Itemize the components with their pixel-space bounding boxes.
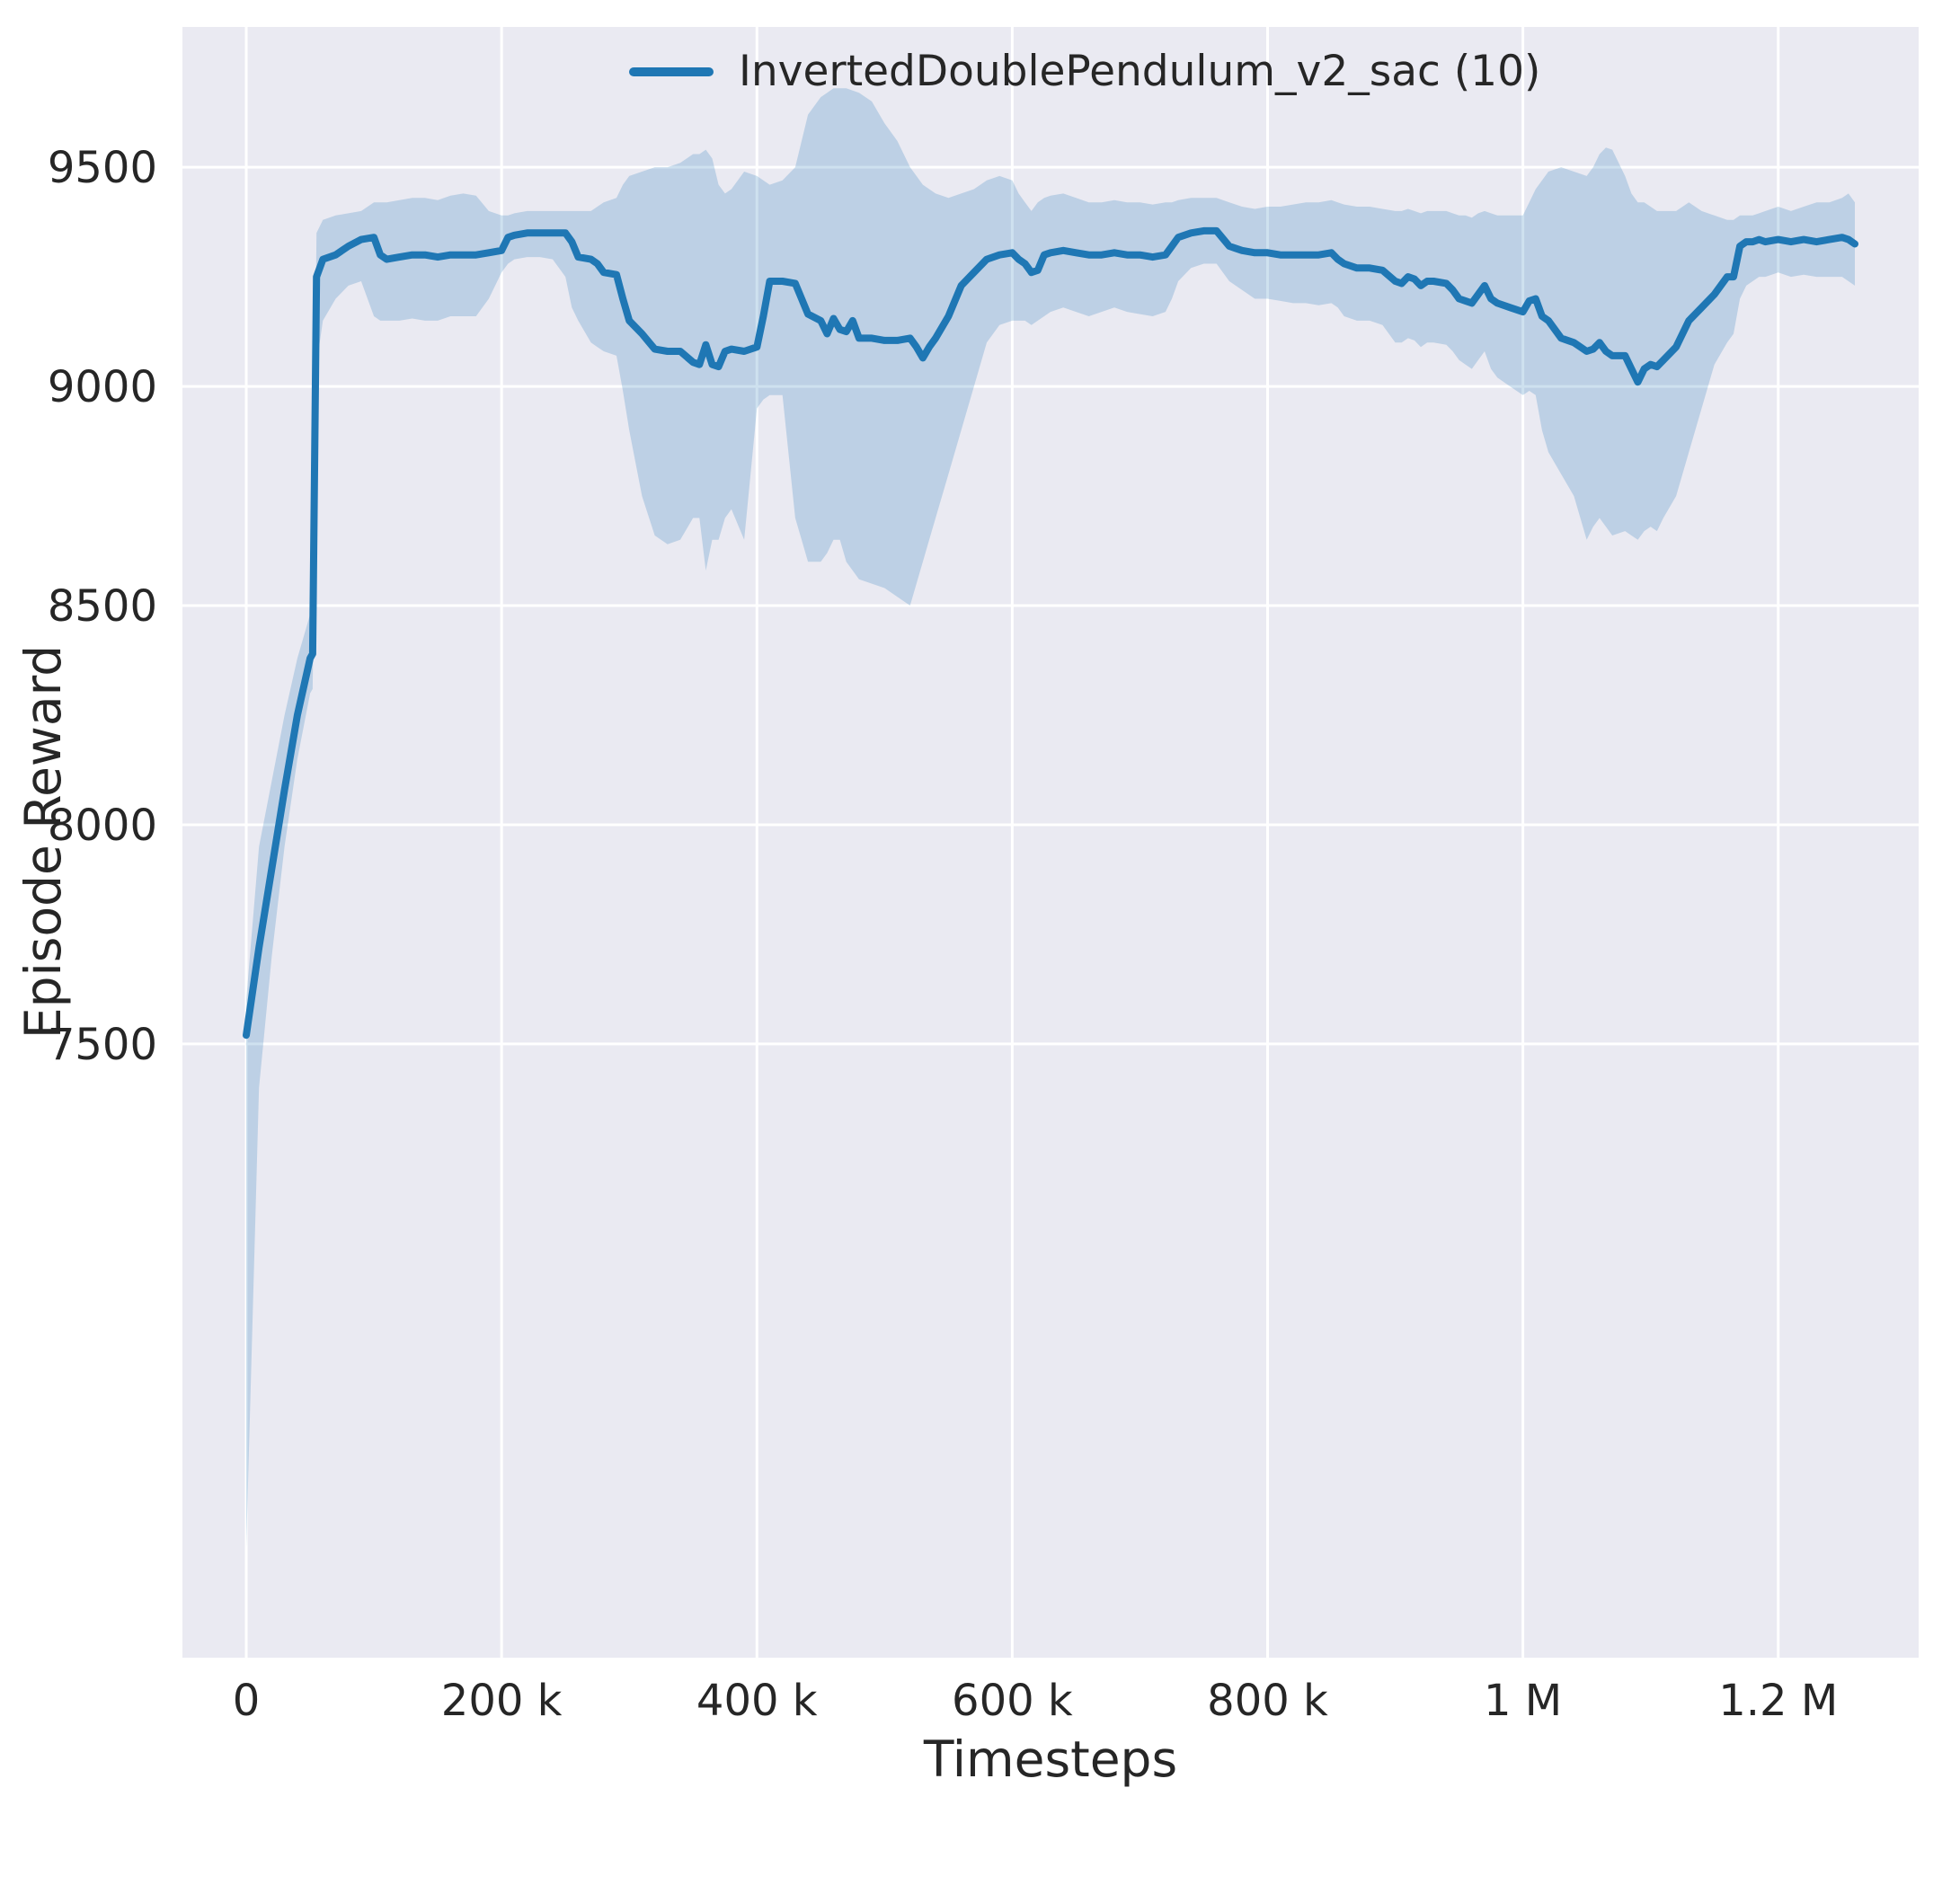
y-tick-label: 9000 <box>48 362 157 412</box>
x-tick-label: 1.2 M <box>1718 1676 1838 1726</box>
y-tick-label: 9500 <box>48 143 157 193</box>
x-axis-label: Timesteps <box>923 1730 1178 1788</box>
x-tick-label: 800 k <box>1207 1676 1328 1726</box>
reward-line <box>243 226 1858 1040</box>
y-tick-label: 8000 <box>48 801 157 851</box>
y-tick-label: 7500 <box>48 1020 157 1070</box>
y-axis-label: Episode Reward <box>14 644 72 1040</box>
confidence-band <box>246 88 1855 1548</box>
x-tick-label: 600 k <box>952 1676 1073 1726</box>
x-tick-label: 0 <box>233 1676 261 1726</box>
x-tick-label: 200 k <box>441 1676 563 1726</box>
plot-area <box>182 27 1919 1658</box>
x-tick-label: 400 k <box>696 1676 818 1726</box>
y-tick-label: 8500 <box>48 581 157 632</box>
x-tick-label: 1 M <box>1484 1676 1562 1726</box>
